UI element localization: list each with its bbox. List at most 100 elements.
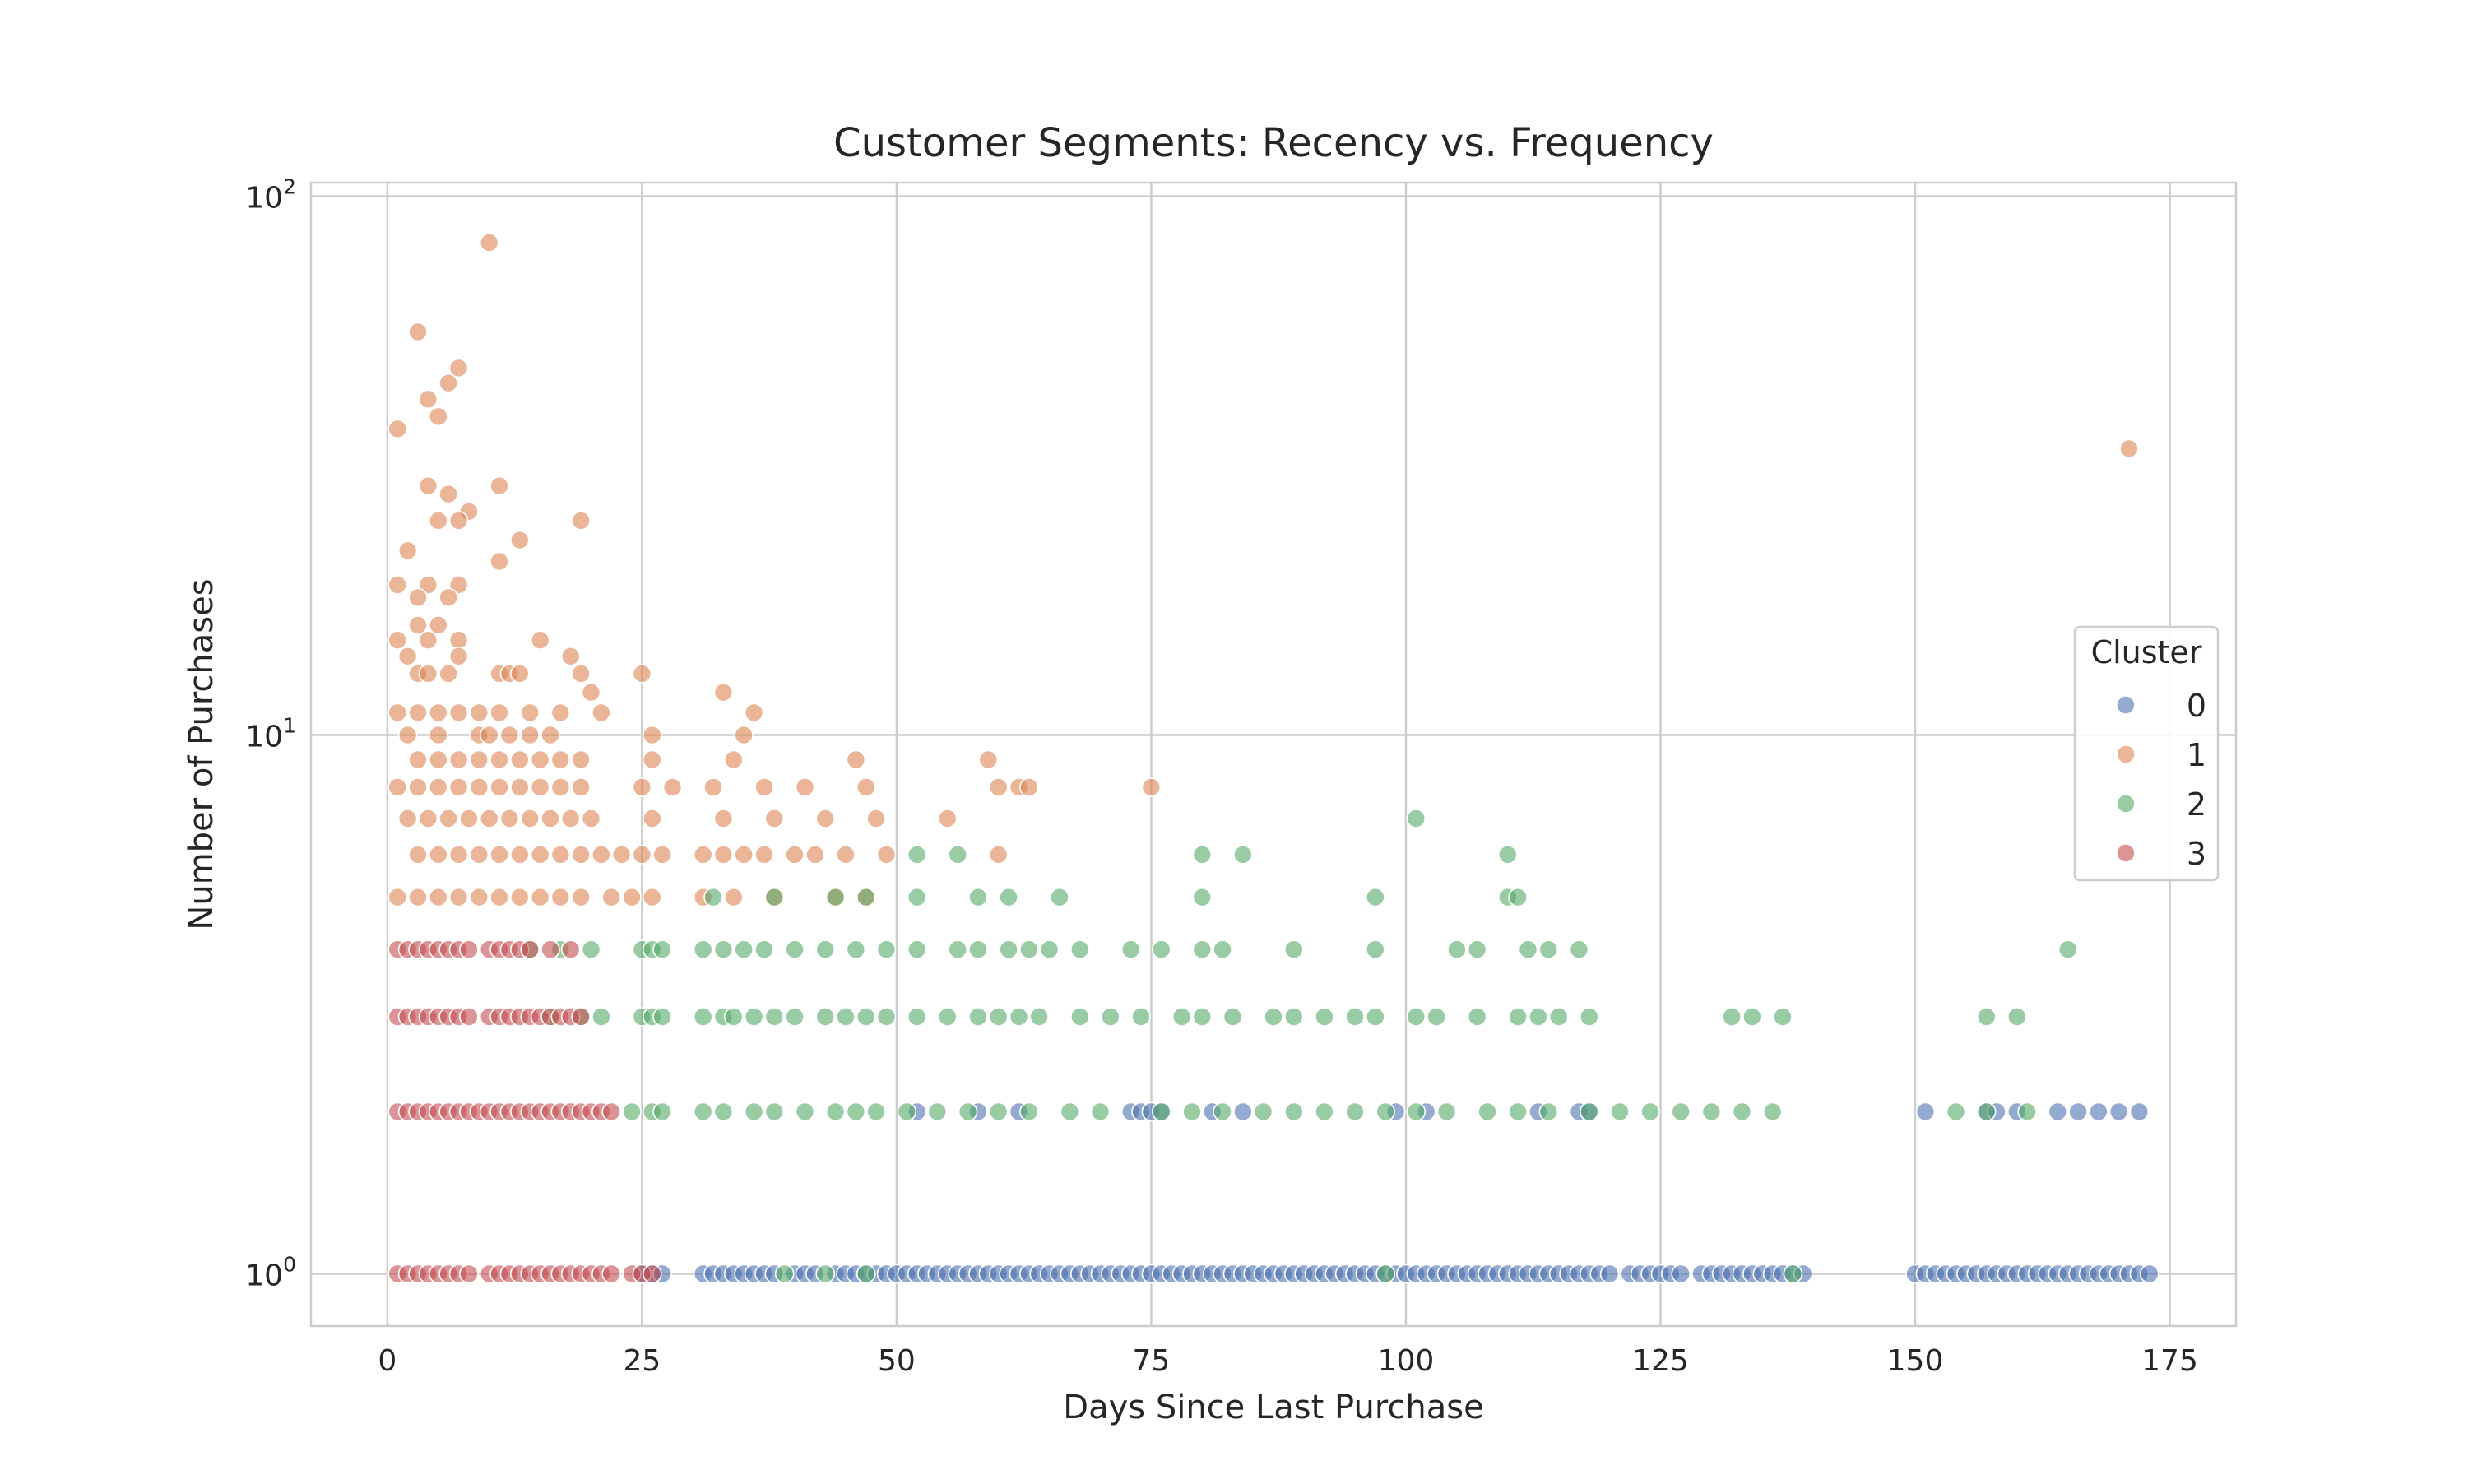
data-point [642,887,662,907]
data-point [1192,887,1213,907]
data-point [856,1264,876,1284]
data-point [489,749,509,770]
data-point [489,887,509,907]
data-point [642,1264,662,1284]
data-point [1019,1101,1039,1122]
data-point [448,845,469,865]
data-point [408,703,428,723]
data-point [744,1101,764,1122]
data-point [693,845,713,865]
x-tick-label: 100 [1378,1344,1435,1378]
data-point [509,530,530,550]
data-point [815,939,836,959]
data-point [907,845,927,865]
data-point [1406,809,1427,828]
legend-label: 0 [2187,688,2206,724]
data-point [1192,845,1213,865]
data-point [1976,1007,1997,1027]
x-tick-label: 0 [378,1344,397,1378]
data-point [815,1264,836,1284]
data-point [459,939,479,959]
data-point [448,777,469,797]
data-point [418,630,438,651]
data-point [459,1007,479,1027]
data-point [2007,1007,2027,1027]
legend-label: 2 [2187,786,2206,823]
data-point [1406,1007,1427,1027]
data-point [754,777,774,797]
data-point [520,725,540,745]
data-point [785,939,805,959]
data-point [1580,1007,1599,1027]
data-point [754,939,774,959]
data-point [1213,1101,1232,1122]
data-point [571,664,591,684]
data-point [479,233,499,253]
data-point [744,1007,764,1027]
data-point [1315,1007,1334,1027]
legend-title: Cluster [2091,634,2202,670]
data-point [1569,939,1589,959]
data-point [764,887,785,907]
data-point [397,540,418,561]
data-point [550,777,571,797]
data-point [1508,887,1528,907]
y-tick-label: 101 [245,714,296,754]
data-point [469,887,489,907]
data-point [1253,1101,1273,1122]
data-point [846,1101,866,1122]
data-point [1101,1007,1120,1027]
data-point [1508,1101,1528,1122]
data-point [1284,1101,1304,1122]
data-point [1640,1101,1660,1122]
data-point [418,575,438,595]
data-point [428,406,448,427]
data-point [1315,1101,1334,1122]
data-point [1192,939,1213,959]
data-point [438,373,458,393]
data-point [723,887,744,907]
data-point [571,777,591,797]
data-point [958,1101,978,1122]
data-point [1284,1007,1304,1027]
data-point [469,749,489,770]
data-point [907,887,927,907]
data-point [428,777,448,797]
data-point [825,1101,846,1122]
data-point [509,887,530,907]
data-point [479,809,499,828]
data-point [1366,887,1385,907]
data-point [408,615,428,635]
x-axis-ticks: 0 25 50 75 100 125 150 175 [378,1344,2197,1378]
data-point [1050,887,1069,907]
series-3-points [387,939,662,1284]
data-point [591,845,611,865]
data-point [693,939,713,959]
data-point [448,887,469,907]
data-point [622,887,642,907]
data-point [1375,1264,1395,1284]
data-point [408,845,428,865]
data-point [1915,1101,1936,1122]
data-point [907,1007,927,1027]
data-point [438,664,458,684]
data-point [530,845,550,865]
data-point [2017,1101,2037,1122]
data-point [387,419,408,439]
data-point [988,845,1009,865]
x-tick-label: 175 [2141,1344,2198,1378]
data-point [662,777,683,797]
y-tick-label: 100 [245,1253,296,1293]
data-point [581,809,601,828]
data-point [1671,1264,1691,1284]
data-point [571,1007,591,1027]
data-point [988,1007,1009,1027]
data-point [693,1007,713,1027]
data-point [571,511,591,531]
data-point [1447,939,1467,959]
data-point [703,777,723,797]
data-point [856,777,876,797]
data-point [642,725,662,745]
data-point [2057,939,2078,959]
data-point [999,939,1018,959]
